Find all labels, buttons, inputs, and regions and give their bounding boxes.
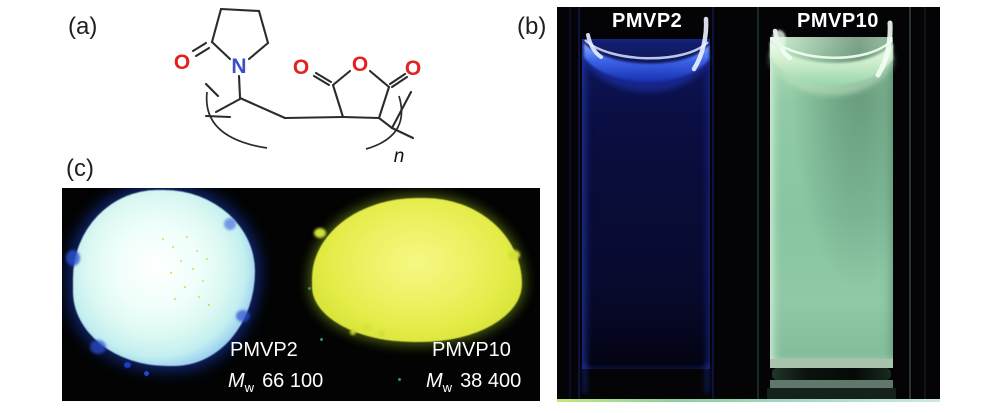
mw-value: 38 400	[460, 370, 522, 392]
panel-b-label: (b)	[517, 13, 547, 40]
meniscus-highlights	[584, 16, 893, 96]
cuvette-wall-line	[924, 7, 926, 402]
left-parenthesis	[205, 91, 268, 149]
mw-symbol: M	[228, 370, 245, 392]
pmvp10-powder-label: PMVP10	[432, 339, 511, 361]
pmvp2-solution-label: PMVP2	[612, 10, 683, 32]
stir-bar	[772, 368, 891, 380]
cuvette-wall-line	[909, 7, 911, 402]
mw-symbol: M	[426, 370, 443, 392]
anhydride-ring-bonds	[312, 69, 409, 120]
pyrrolidone-ring-bonds	[191, 7, 270, 61]
powder-edge-bump	[90, 340, 106, 354]
powder-edge-bump	[350, 329, 356, 335]
backbone-bonds	[204, 74, 415, 140]
powder-crumb	[124, 362, 131, 368]
cuvette-wall-line	[578, 7, 580, 402]
oxygen-atom-label: O	[352, 53, 368, 76]
right-parenthesis	[365, 95, 403, 150]
powder-speckles	[162, 238, 164, 240]
chemical-structure: N O O O O n	[174, 7, 421, 167]
cuvette-wall-line	[712, 7, 714, 402]
pmvp10-powder	[312, 198, 522, 342]
pmvp10-solution-label: PMVP10	[797, 10, 879, 32]
cuvette-wall-line	[757, 7, 759, 402]
mw-subscript: w	[442, 380, 453, 395]
mw-value: 66 100	[262, 370, 324, 392]
photo-bottom-edge	[557, 399, 940, 402]
powder-edge-bump	[314, 228, 326, 238]
nitrogen-atom-label: N	[231, 55, 246, 78]
powder-crumb	[144, 371, 149, 376]
repeat-unit-subscript: n	[394, 146, 405, 167]
oxygen-atom-label: O	[293, 56, 309, 79]
powder-edge-bump	[508, 250, 520, 260]
pmvp10-meniscus	[770, 20, 893, 96]
oxygen-atom-label: O	[405, 57, 421, 80]
panel-c-photo: PMVP2 PMVP10 Mw 66 100 Mw 38 400	[62, 188, 540, 401]
powder-edge-bump	[66, 250, 80, 266]
powder-crumb	[308, 287, 311, 290]
cuvette-wall-line	[569, 7, 571, 402]
powder-edge-bump	[236, 310, 250, 322]
panel-c-label: (c)	[66, 155, 94, 182]
cuvette-glow	[705, 363, 709, 393]
panel-a-label: (a)	[68, 13, 98, 40]
cuvette-bottom-band	[770, 380, 893, 388]
powder-crumb	[320, 338, 323, 341]
mw-subscript: w	[244, 380, 255, 395]
cuvette-bottom-band	[770, 359, 893, 368]
powder-edge-bump	[362, 324, 372, 333]
powder-crumb	[398, 378, 401, 381]
panel-b-photo: PMVP2 PMVP10	[557, 7, 940, 402]
cuvette-bottom-band	[767, 388, 896, 400]
powder-edge-bump	[224, 218, 236, 230]
pmvp2-powder-label: PMVP2	[230, 339, 298, 361]
oxygen-atom-label: O	[174, 51, 190, 74]
powder-edge-bump	[378, 330, 385, 337]
cuvette-glow	[583, 363, 587, 393]
pmvp2-mw-label: Mw 66 100	[228, 370, 323, 395]
pmvp10-mw-label: Mw 38 400	[426, 370, 521, 395]
pmvp2-solution	[582, 39, 710, 369]
pmvp2-meniscus	[584, 16, 709, 93]
